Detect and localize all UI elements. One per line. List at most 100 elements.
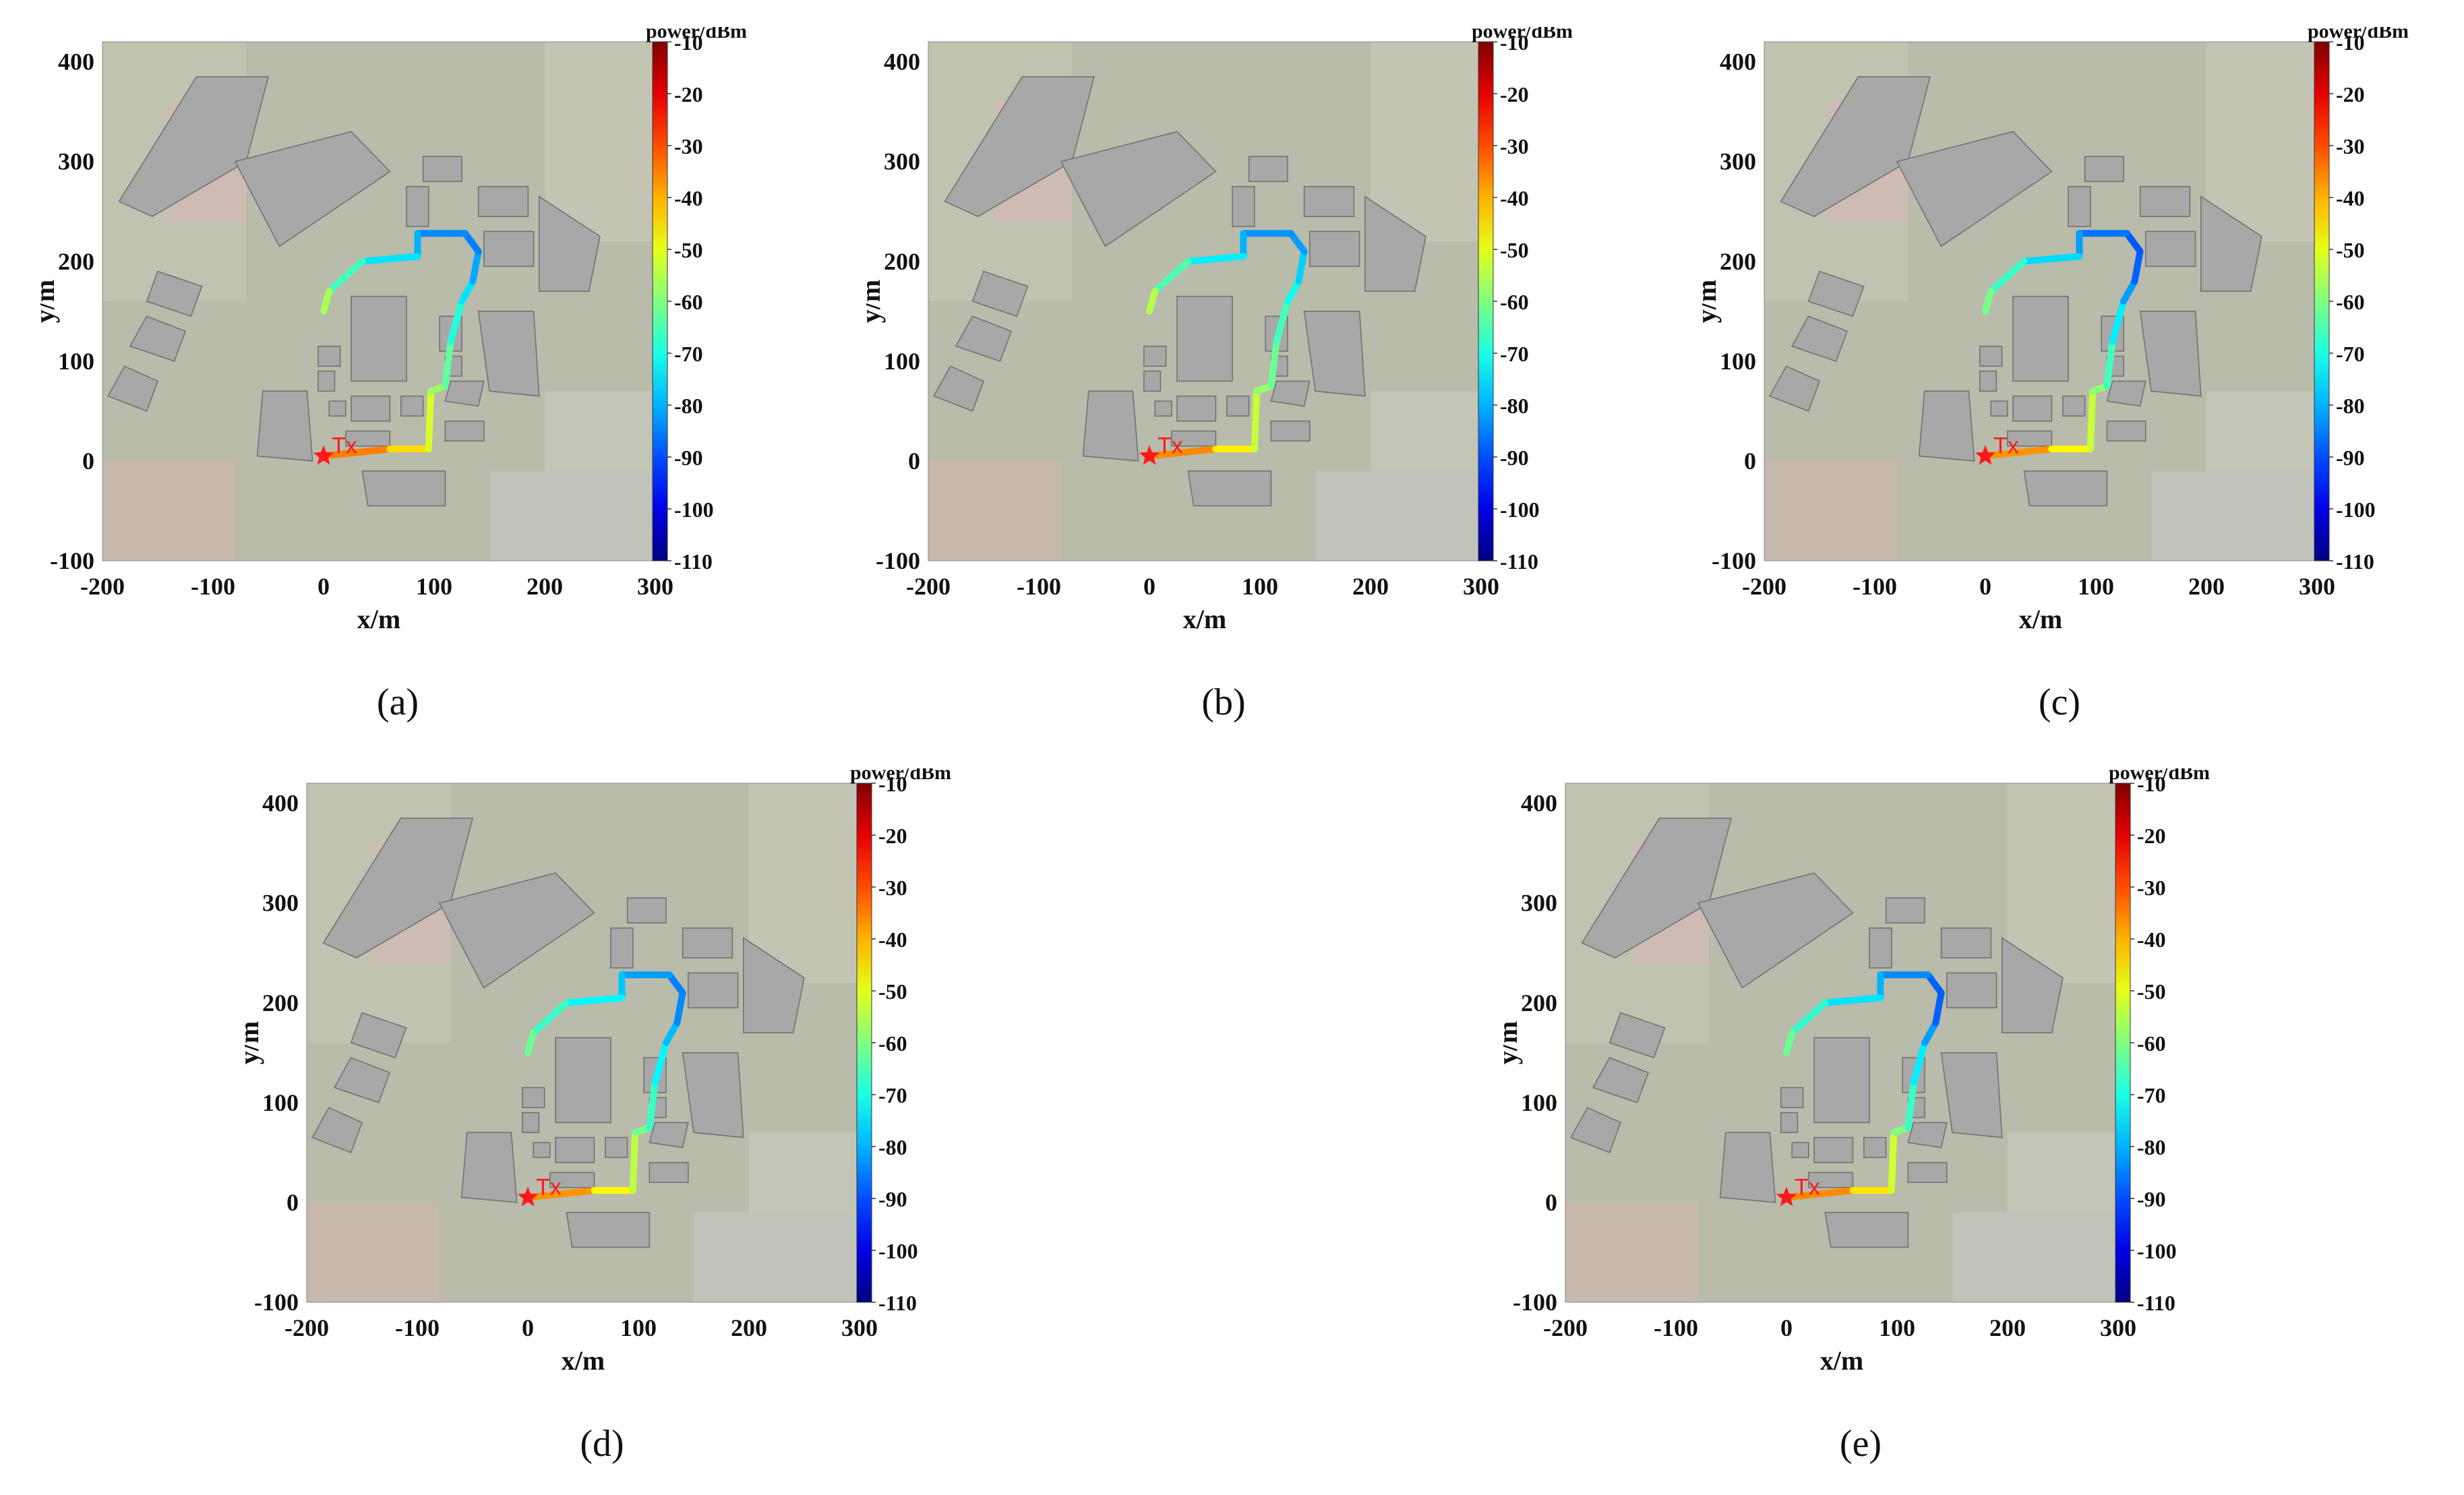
building — [328, 400, 347, 417]
colorbar-title: power/dBm — [850, 768, 951, 784]
map-area: Tx — [1764, 42, 2317, 561]
x-axis-label: x/m — [1820, 1345, 1863, 1376]
x-tick-label: -200 — [284, 1314, 329, 1341]
route-segment — [1932, 989, 1945, 1027]
y-tick-label: -100 — [1712, 547, 1756, 574]
colorbar: -10 -20 -30 -40 -50 -60 -70 -80 -90 -100 -110 power… — [646, 27, 747, 574]
y-tick-label: 0 — [1744, 448, 1756, 475]
colorbar-tick-label: -100 — [2336, 497, 2376, 522]
colorbar-tick-label: -110 — [2137, 1291, 2175, 1315]
colorbar-tick-label: -20 — [2137, 824, 2166, 848]
route-segment — [1822, 994, 1884, 1006]
building — [256, 390, 313, 462]
building — [649, 1122, 689, 1149]
building — [406, 185, 429, 227]
building — [1176, 295, 1233, 382]
y-tick-label: 400 — [884, 49, 920, 75]
y-tick-label: 100 — [262, 1089, 299, 1116]
route-segment — [469, 247, 482, 285]
x-axis-label: x/m — [357, 604, 400, 634]
colorbar-tick-label: -70 — [1500, 342, 1529, 366]
colorbar-gradient — [2115, 783, 2131, 1303]
route-segment — [326, 257, 366, 295]
y-tick-label: 100 — [58, 348, 94, 375]
star-icon — [517, 1186, 539, 1207]
terrain-patch — [2206, 42, 2317, 242]
panel-caption: (b) — [1201, 681, 1246, 723]
terrain-patch — [489, 470, 655, 561]
building — [1918, 390, 1975, 462]
building — [626, 897, 667, 924]
building — [2002, 937, 2064, 1033]
x-tick-label: 100 — [2078, 573, 2114, 600]
route-segment — [2120, 278, 2138, 305]
terrain-patch — [1315, 470, 1481, 561]
heatmap-figure: Tx-200 -100 0 100 200 3004003002001000-100x/m… — [866, 27, 1573, 634]
route-segment — [665, 971, 686, 996]
building — [1697, 872, 1854, 989]
building — [1791, 315, 1848, 362]
building — [444, 420, 485, 442]
terrain-patch — [1764, 460, 1897, 561]
building — [1940, 1052, 2003, 1138]
building — [400, 395, 424, 417]
colorbar-tick-label: -60 — [1500, 290, 1529, 314]
tx-label: Tx — [536, 1175, 562, 1200]
y-tick-label: 0 — [287, 1189, 299, 1216]
y-tick-label: -100 — [254, 1289, 299, 1316]
route-segment — [1982, 288, 1995, 315]
building — [2139, 311, 2202, 397]
building — [682, 1052, 744, 1138]
building — [146, 270, 203, 317]
building — [1807, 270, 1865, 317]
building — [2139, 185, 2191, 217]
colorbar-title: power/dBm — [2109, 768, 2210, 784]
colorbar-title: power/dBm — [2308, 27, 2409, 42]
building — [1143, 370, 1162, 392]
building — [477, 311, 540, 397]
building — [1780, 1087, 1804, 1108]
building — [1813, 1037, 1870, 1124]
x-tick-label: 0 — [1979, 573, 1991, 600]
terrain-patch — [545, 42, 655, 242]
y-tick-label: 200 — [1521, 989, 1557, 1016]
terrain-patch — [102, 460, 235, 561]
x-tick-label: 300 — [2299, 573, 2335, 600]
colorbar-tick-label: -20 — [2336, 82, 2365, 106]
x-tick-label: 100 — [620, 1314, 657, 1341]
building — [1863, 1136, 1887, 1159]
building — [1364, 195, 1426, 292]
route-segment — [458, 278, 477, 305]
map-panel-c: Tx -200 -100 0 100 200 300 400 300 200 100 0 -100 x/m… — [1702, 27, 2444, 701]
building — [234, 131, 391, 247]
colorbar-tick-label: -30 — [878, 876, 907, 900]
building — [483, 231, 535, 267]
building — [1940, 927, 1992, 958]
route-segment — [524, 1029, 537, 1056]
building — [350, 1012, 407, 1059]
map-area: Tx — [928, 42, 1481, 561]
heatmap-figure: Tx-200 -100 0 100 200 3004003002001000-100x/m… — [245, 768, 951, 1376]
building — [1946, 972, 1997, 1008]
colorbar-tick-label: -110 — [674, 549, 713, 574]
route-segment — [442, 338, 454, 390]
colorbar-tick-label: -40 — [2336, 186, 2365, 210]
building — [351, 295, 407, 382]
y-tick-label: 400 — [58, 49, 94, 75]
x-tick-label: 300 — [637, 573, 673, 600]
building — [955, 315, 1012, 362]
y-tick-label: 100 — [1521, 1089, 1557, 1116]
route-segment — [663, 1019, 681, 1046]
y-tick-label: 200 — [58, 248, 94, 275]
route-segment — [1783, 1187, 1857, 1201]
tx-label: Tx — [1158, 433, 1183, 459]
route-segment — [1789, 999, 1829, 1037]
building — [688, 972, 739, 1008]
colorbar-tick-label: -90 — [674, 446, 703, 470]
x-tick-label: 200 — [527, 573, 563, 600]
building — [444, 380, 485, 407]
star-icon — [1776, 1186, 1797, 1207]
building — [1154, 400, 1172, 417]
terrain-patch — [2008, 783, 2118, 983]
x-tick-label: -100 — [1654, 1314, 1698, 1341]
